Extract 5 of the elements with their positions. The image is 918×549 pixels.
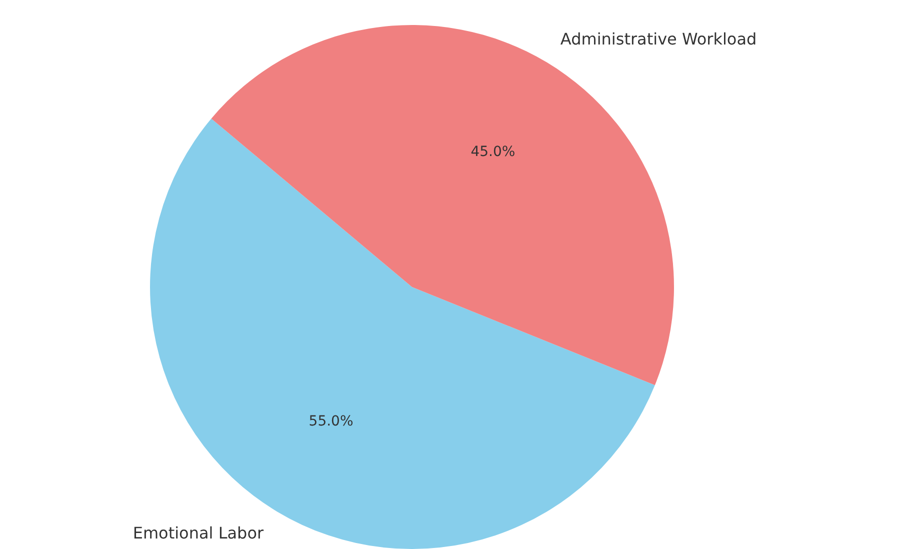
pie-slice xyxy=(211,25,674,386)
data-label: 55.0% xyxy=(308,414,354,430)
slice-label: Emotional Labor xyxy=(132,523,264,542)
data-label: 45.0% xyxy=(470,144,516,160)
slice-label: Administrative Workload xyxy=(560,29,757,48)
